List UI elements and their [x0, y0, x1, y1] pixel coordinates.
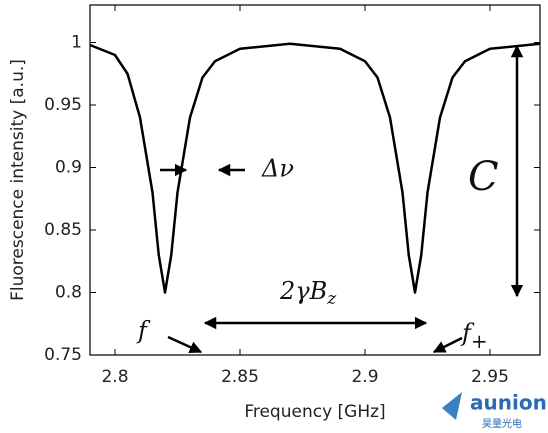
linewidth-label: Δν: [261, 155, 294, 183]
watermark-brand: aunion: [470, 391, 547, 415]
y-tick-label: 0.95: [44, 95, 82, 115]
splitting-label: 2γBz: [279, 277, 337, 309]
plot-area: 0.75 0.8 0.85 0.9 0.95 1 2.8 2.85 2.9 2.95: [44, 5, 541, 387]
x-tick-label: 2.9: [351, 367, 378, 387]
data-line: [89, 42, 541, 294]
splitting-sub: z: [326, 289, 337, 309]
x-tick-label: 2.95: [471, 367, 509, 387]
f-plus-sub: +: [471, 329, 488, 353]
y-tick-label: 0.85: [44, 220, 82, 240]
f-minus-arrow: [167, 335, 203, 354]
splitting-text: 2γB: [279, 277, 327, 305]
contrast-label: C: [468, 154, 499, 200]
x-tick-label: 2.85: [221, 367, 259, 387]
x-axis-label: Frequency [GHz]: [244, 402, 385, 422]
f-plus-arrow: [432, 336, 463, 354]
y-tick-label: 0.75: [44, 345, 82, 365]
y-tick-label: 0.8: [55, 283, 82, 303]
y-axis-label: Fluorescence intensity [a.u.]: [8, 59, 28, 301]
x-tick-label: 2.8: [101, 367, 128, 387]
y-tick-label: 1: [71, 33, 82, 53]
f-minus-label: f: [136, 317, 151, 345]
y-tick-label: 0.9: [55, 158, 82, 178]
watermark-logo: [442, 392, 462, 420]
watermark-sub: 昊量光电: [482, 417, 522, 430]
plot-frame: [89, 4, 541, 356]
f-plus-label: f+: [460, 319, 488, 353]
